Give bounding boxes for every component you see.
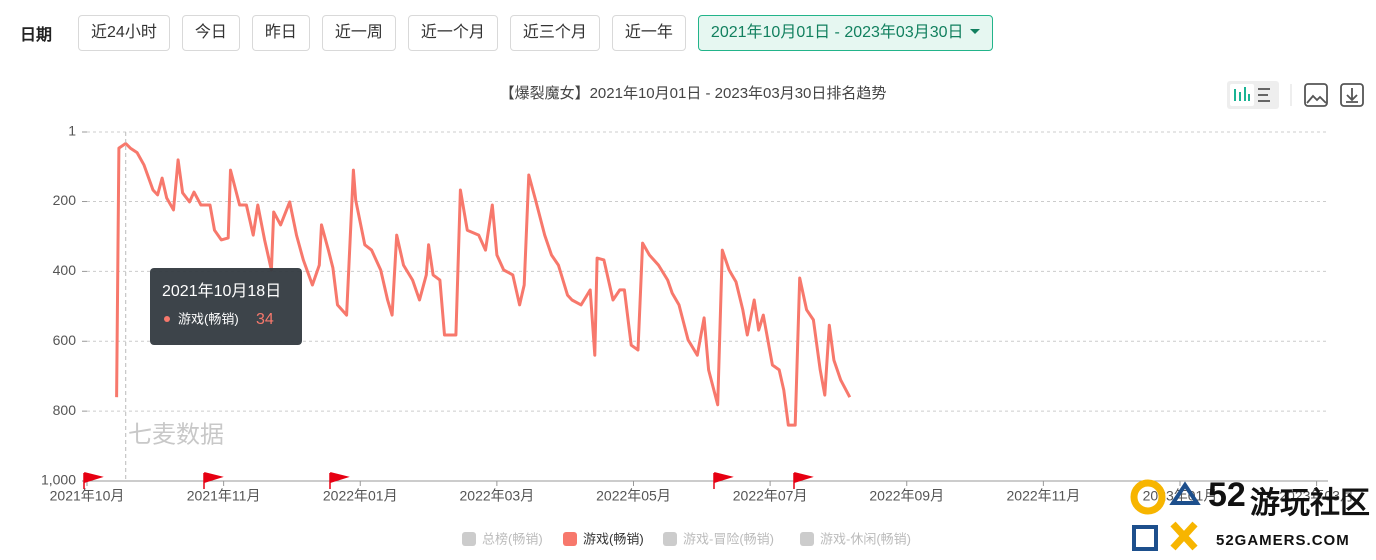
tooltip-box — [150, 268, 302, 345]
logo: 52 游玩社区 52GAMERS.COM — [1130, 476, 1370, 551]
legend-item[interactable]: 游戏-冒险(畅销) — [663, 531, 774, 546]
legend-swatch — [663, 532, 677, 546]
flag — [713, 472, 734, 489]
period-button[interactable]: 昨日 — [251, 15, 310, 51]
x-tick-label: 2022年11月 — [1007, 488, 1081, 504]
y-tick-label: 1,000 — [41, 472, 76, 488]
legend-label: 游戏(畅销) — [583, 531, 644, 546]
y-tick-label: 1 — [68, 123, 76, 139]
period-button[interactable]: 近24小时 — [78, 15, 170, 51]
legend-label: 总榜(畅销) — [482, 531, 543, 546]
legend: 总榜(畅销) 游戏(畅销) 游戏-冒险(畅销) 游戏-休闲(畅销) — [462, 531, 911, 546]
tooltip-series: 游戏(畅销) — [178, 311, 239, 326]
x-tick-label: 2022年03月 — [460, 488, 535, 504]
x-tick-label: 2023年03月 — [1279, 488, 1354, 504]
y-tick-label: 600 — [53, 332, 77, 348]
legend-swatch — [462, 532, 476, 546]
y-tick-label: 200 — [53, 192, 77, 208]
flags — [83, 472, 814, 489]
list-icon — [1258, 88, 1270, 102]
x-tick-label: 2022年07月 — [733, 488, 808, 504]
legend-swatch — [563, 532, 577, 546]
logo-name: 游玩社区 — [1250, 487, 1370, 520]
flag — [203, 472, 224, 489]
chart-title: 【爆裂魔女】2021年10月01日 - 2023年03月30日排名趋势 — [500, 84, 887, 102]
flag — [329, 472, 350, 489]
legend-item[interactable]: 游戏(畅销) — [563, 531, 644, 546]
tooltip: 2021年10月18日 游戏(畅销) 34 — [150, 268, 302, 345]
plot — [115, 132, 852, 481]
x-tick-label: 2021年11月 — [187, 488, 261, 504]
download-button[interactable] — [1340, 83, 1364, 107]
legend-swatch — [800, 532, 814, 546]
image-button[interactable] — [1304, 83, 1328, 107]
period-button[interactable]: 近一个月 — [407, 15, 498, 51]
tooltip-dot — [164, 316, 170, 322]
x-tick-label: 2022年05月 — [596, 488, 671, 504]
logo-triangle — [1169, 481, 1201, 505]
x-tick-label: 2022年09月 — [869, 488, 944, 504]
legend-item[interactable]: 游戏-休闲(畅销) — [800, 531, 911, 546]
date-label: 日期 — [20, 27, 53, 44]
download-icon — [1346, 88, 1358, 103]
watermark: 七麦数据 — [128, 421, 224, 448]
logo-square — [1132, 525, 1158, 551]
period-button[interactable]: 今日 — [181, 15, 240, 51]
bar-icon — [1234, 87, 1250, 101]
y-tick-label: 400 — [53, 262, 77, 278]
legend-label: 游戏-休闲(畅销) — [820, 531, 911, 546]
legend-label: 游戏-冒险(畅销) — [683, 531, 774, 546]
bar-view[interactable] — [1230, 84, 1254, 106]
image-icon — [1306, 94, 1327, 104]
tooltip-value: 34 — [256, 311, 274, 328]
chart-tools[interactable] — [1227, 81, 1364, 109]
logo-domain: 52GAMERS.COM — [1216, 532, 1350, 549]
toolbar: 日期 近24小时 今日 昨日 近一周 近一个月 近三个月 近一年 2021年10月01日 - … — [20, 15, 993, 51]
dropdown-caret — [969, 29, 980, 39]
period-button[interactable]: 近一年 — [611, 15, 686, 51]
series-line — [115, 142, 852, 427]
logo-cross — [1170, 521, 1198, 551]
logo-mark: 52 — [1208, 476, 1246, 514]
period-button[interactable]: 近一周 — [321, 15, 396, 51]
x-tick-label: 2022年01月 — [323, 488, 398, 504]
flag — [83, 472, 104, 489]
legend-item[interactable]: 总榜(畅销) — [462, 531, 543, 546]
y-tick-label: 800 — [53, 402, 77, 418]
logo-ring — [1130, 479, 1166, 515]
flag — [793, 472, 814, 489]
tooltip-title: 2021年10月18日 — [162, 282, 281, 300]
period-button[interactable]: 近三个月 — [509, 15, 600, 51]
date-range-button[interactable]: 2021年10月01日 - 2023年03月30日 — [697, 15, 993, 51]
x-tick-label: 2021年10月 — [50, 488, 125, 504]
